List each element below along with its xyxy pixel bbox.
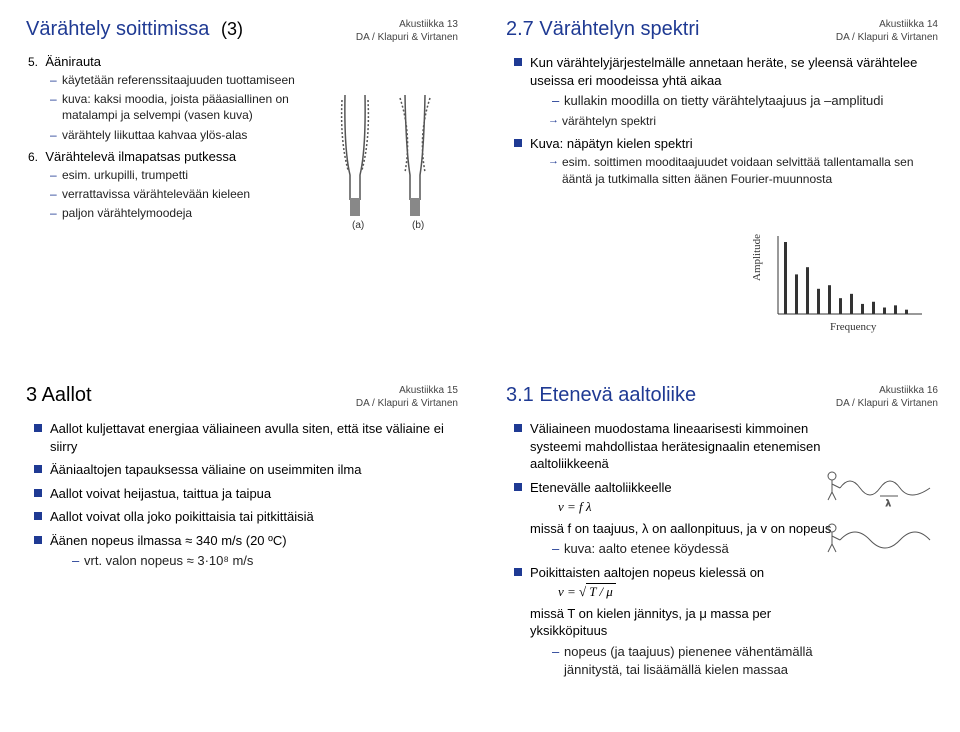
formula-v-sqrt: v = √T / μ [530,583,836,601]
slide-13: Värähtely soittimissa (3) Akustiikka 13 … [0,0,480,366]
item-number: 6. [28,150,38,164]
slide-15: 3 Aallot Akustiikka 15 DA / Klapuri & Vi… [0,366,480,732]
dash-list: kuva: aalto etenee köydessä [530,540,836,558]
dash-list: nopeus (ja taajuus) pienenee vähentämäll… [530,643,836,678]
rope-wave-figure: λ [820,466,940,536]
bullet-item: Etenevälle aaltoliikkeelle v = f λ missä… [514,479,836,558]
page-label: Akustiikka 13 [356,18,458,31]
slide-meta: Akustiikka 16 DA / Klapuri & Virtanen [836,384,938,410]
bullet-list: Väliaineen muodostama lineaarisesti kimm… [506,420,836,678]
dash-list: kullakin moodilla on tietty värähtelytaa… [530,92,938,110]
slide-16: 3.1 Etenevä aaltoliike Akustiikka 16 DA … [480,366,960,732]
item-number: 5. [28,55,38,69]
arrow-list: värähtelyn spektri [530,113,938,129]
slide-meta: Akustiikka 13 DA / Klapuri & Virtanen [356,18,458,44]
slide-title: 3.1 Etenevä aaltoliike [506,384,696,407]
slide-title: Värähtely soittimissa (3) [26,18,243,41]
dash-list: esim. urkupilli, trumpetti verrattavissa… [28,167,316,222]
title-text: Värähtely soittimissa [26,18,209,40]
arrow-list: esim. soittimen mooditaajuudet voidaan s… [530,154,938,186]
bullet-list: Aallot kuljettavat energiaa väliaineen a… [26,420,458,570]
bullet-text: Poikittaisten aaltojen nopeus kielessä o… [530,565,764,580]
dash-item: paljon värähtelymoodeja [50,205,316,221]
dash-item: käytetään referenssitaajuuden tuottamise… [50,72,316,88]
page-label: Akustiikka 14 [836,18,938,31]
title-suffix: (3) [221,19,243,39]
bullet-cont: missä T on kielen jännitys, ja μ massa p… [530,606,771,639]
dash-item: kullakin moodilla on tietty värähtelytaa… [552,92,938,110]
bullet-item: Kun värähtelyjärjestelmälle annetaan her… [514,54,938,129]
bullet-text: Etenevälle aaltoliikkeelle [530,480,672,495]
dash-item: verrattavissa värähtelevään kieleen [50,186,316,202]
slide-14: 2.7 Värähtelyn spektri Akustiikka 14 DA … [480,0,960,366]
numbered-list: 5. Äänirauta käytetään referenssitaajuud… [26,54,316,221]
dash-item: nopeus (ja taajuus) pienenee vähentämäll… [552,643,836,678]
dash-item: esim. urkupilli, trumpetti [50,167,316,183]
item-6: 6. Värähtelevä ilmapatsas putkessa esim.… [28,149,316,222]
bullet-item: Poikittaisten aaltojen nopeus kielessä o… [514,564,836,678]
page-label: Akustiikka 15 [356,384,458,397]
slide-header: 3.1 Etenevä aaltoliike Akustiikka 16 DA … [506,384,938,410]
svg-text:λ: λ [886,498,891,508]
bullet-item: Aallot voivat heijastua, taittua ja taip… [34,485,458,503]
slide-header: 2.7 Värähtelyn spektri Akustiikka 14 DA … [506,18,938,44]
bullet-item: Äänen nopeus ilmassa ≈ 340 m/s (20 ºC) v… [34,532,458,570]
bullet-text: Äänen nopeus ilmassa ≈ 340 m/s (20 ºC) [50,533,287,548]
dash-item: kuva: aalto etenee köydessä [552,540,836,558]
item-head: Värähtelevä ilmapatsas putkessa [45,149,236,164]
slide-meta: Akustiikka 15 DA / Klapuri & Virtanen [356,384,458,410]
dash-item: värähtely liikuttaa kahvaa ylös-alas [50,127,316,143]
bullet-item: Aallot kuljettavat energiaa väliaineen a… [34,420,458,455]
arrow-item: esim. soittimen mooditaajuudet voidaan s… [548,154,938,186]
bullet-item: Aallot voivat olla joko poikittaisia tai… [34,508,458,526]
source-label: DA / Klapuri & Virtanen [836,397,938,410]
slide-title: 3 Aallot [26,384,92,407]
bullet-item: Kuva: näpätyn kielen spektri esim. soitt… [514,135,938,187]
slide-meta: Akustiikka 14 DA / Klapuri & Virtanen [836,18,938,44]
page-label: Akustiikka 16 [836,384,938,397]
bullet-text: Kun värähtelyjärjestelmälle annetaan her… [530,55,917,88]
dash-item: kuva: kaksi moodia, joista pääasiallinen… [50,91,316,123]
svg-text:Frequency: Frequency [830,321,877,333]
source-label: DA / Klapuri & Virtanen [836,31,938,44]
fork-label-a: (a) [352,220,364,230]
dash-list: käytetään referenssitaajuuden tuottamise… [28,72,316,143]
source-label: DA / Klapuri & Virtanen [356,31,458,44]
slide-header: Värähtely soittimissa (3) Akustiikka 13 … [26,18,458,44]
slide-header: 3 Aallot Akustiikka 15 DA / Klapuri & Vi… [26,384,458,410]
source-label: DA / Klapuri & Virtanen [356,397,458,410]
bullet-text: Kuva: näpätyn kielen spektri [530,136,693,151]
formula-v-f-lambda: v = f λ [530,498,836,516]
item-head: Äänirauta [45,54,101,69]
dash-list: vrt. valon nopeus ≈ 3·10⁸ m/s [50,552,458,570]
item-5: 5. Äänirauta käytetään referenssitaajuud… [28,54,316,143]
spectrum-chart: Amplitude Frequency [750,226,930,336]
bullet-cont: missä f on taajuus, λ on aallonpituus, j… [530,521,831,536]
tuningfork-figure: (a) (b) [320,80,450,230]
fork-label-b: (b) [412,220,424,230]
arrow-item: värähtelyn spektri [548,113,938,129]
bullet-item: Ääniaaltojen tapauksessa väliaine on use… [34,461,458,479]
slide-title: 2.7 Värähtelyn spektri [506,18,699,41]
bullet-list: Kun värähtelyjärjestelmälle annetaan her… [506,54,938,187]
bullet-item: Väliaineen muodostama lineaarisesti kimm… [514,420,836,473]
dash-item: vrt. valon nopeus ≈ 3·10⁸ m/s [72,552,458,570]
svg-text:Amplitude: Amplitude [751,234,763,281]
